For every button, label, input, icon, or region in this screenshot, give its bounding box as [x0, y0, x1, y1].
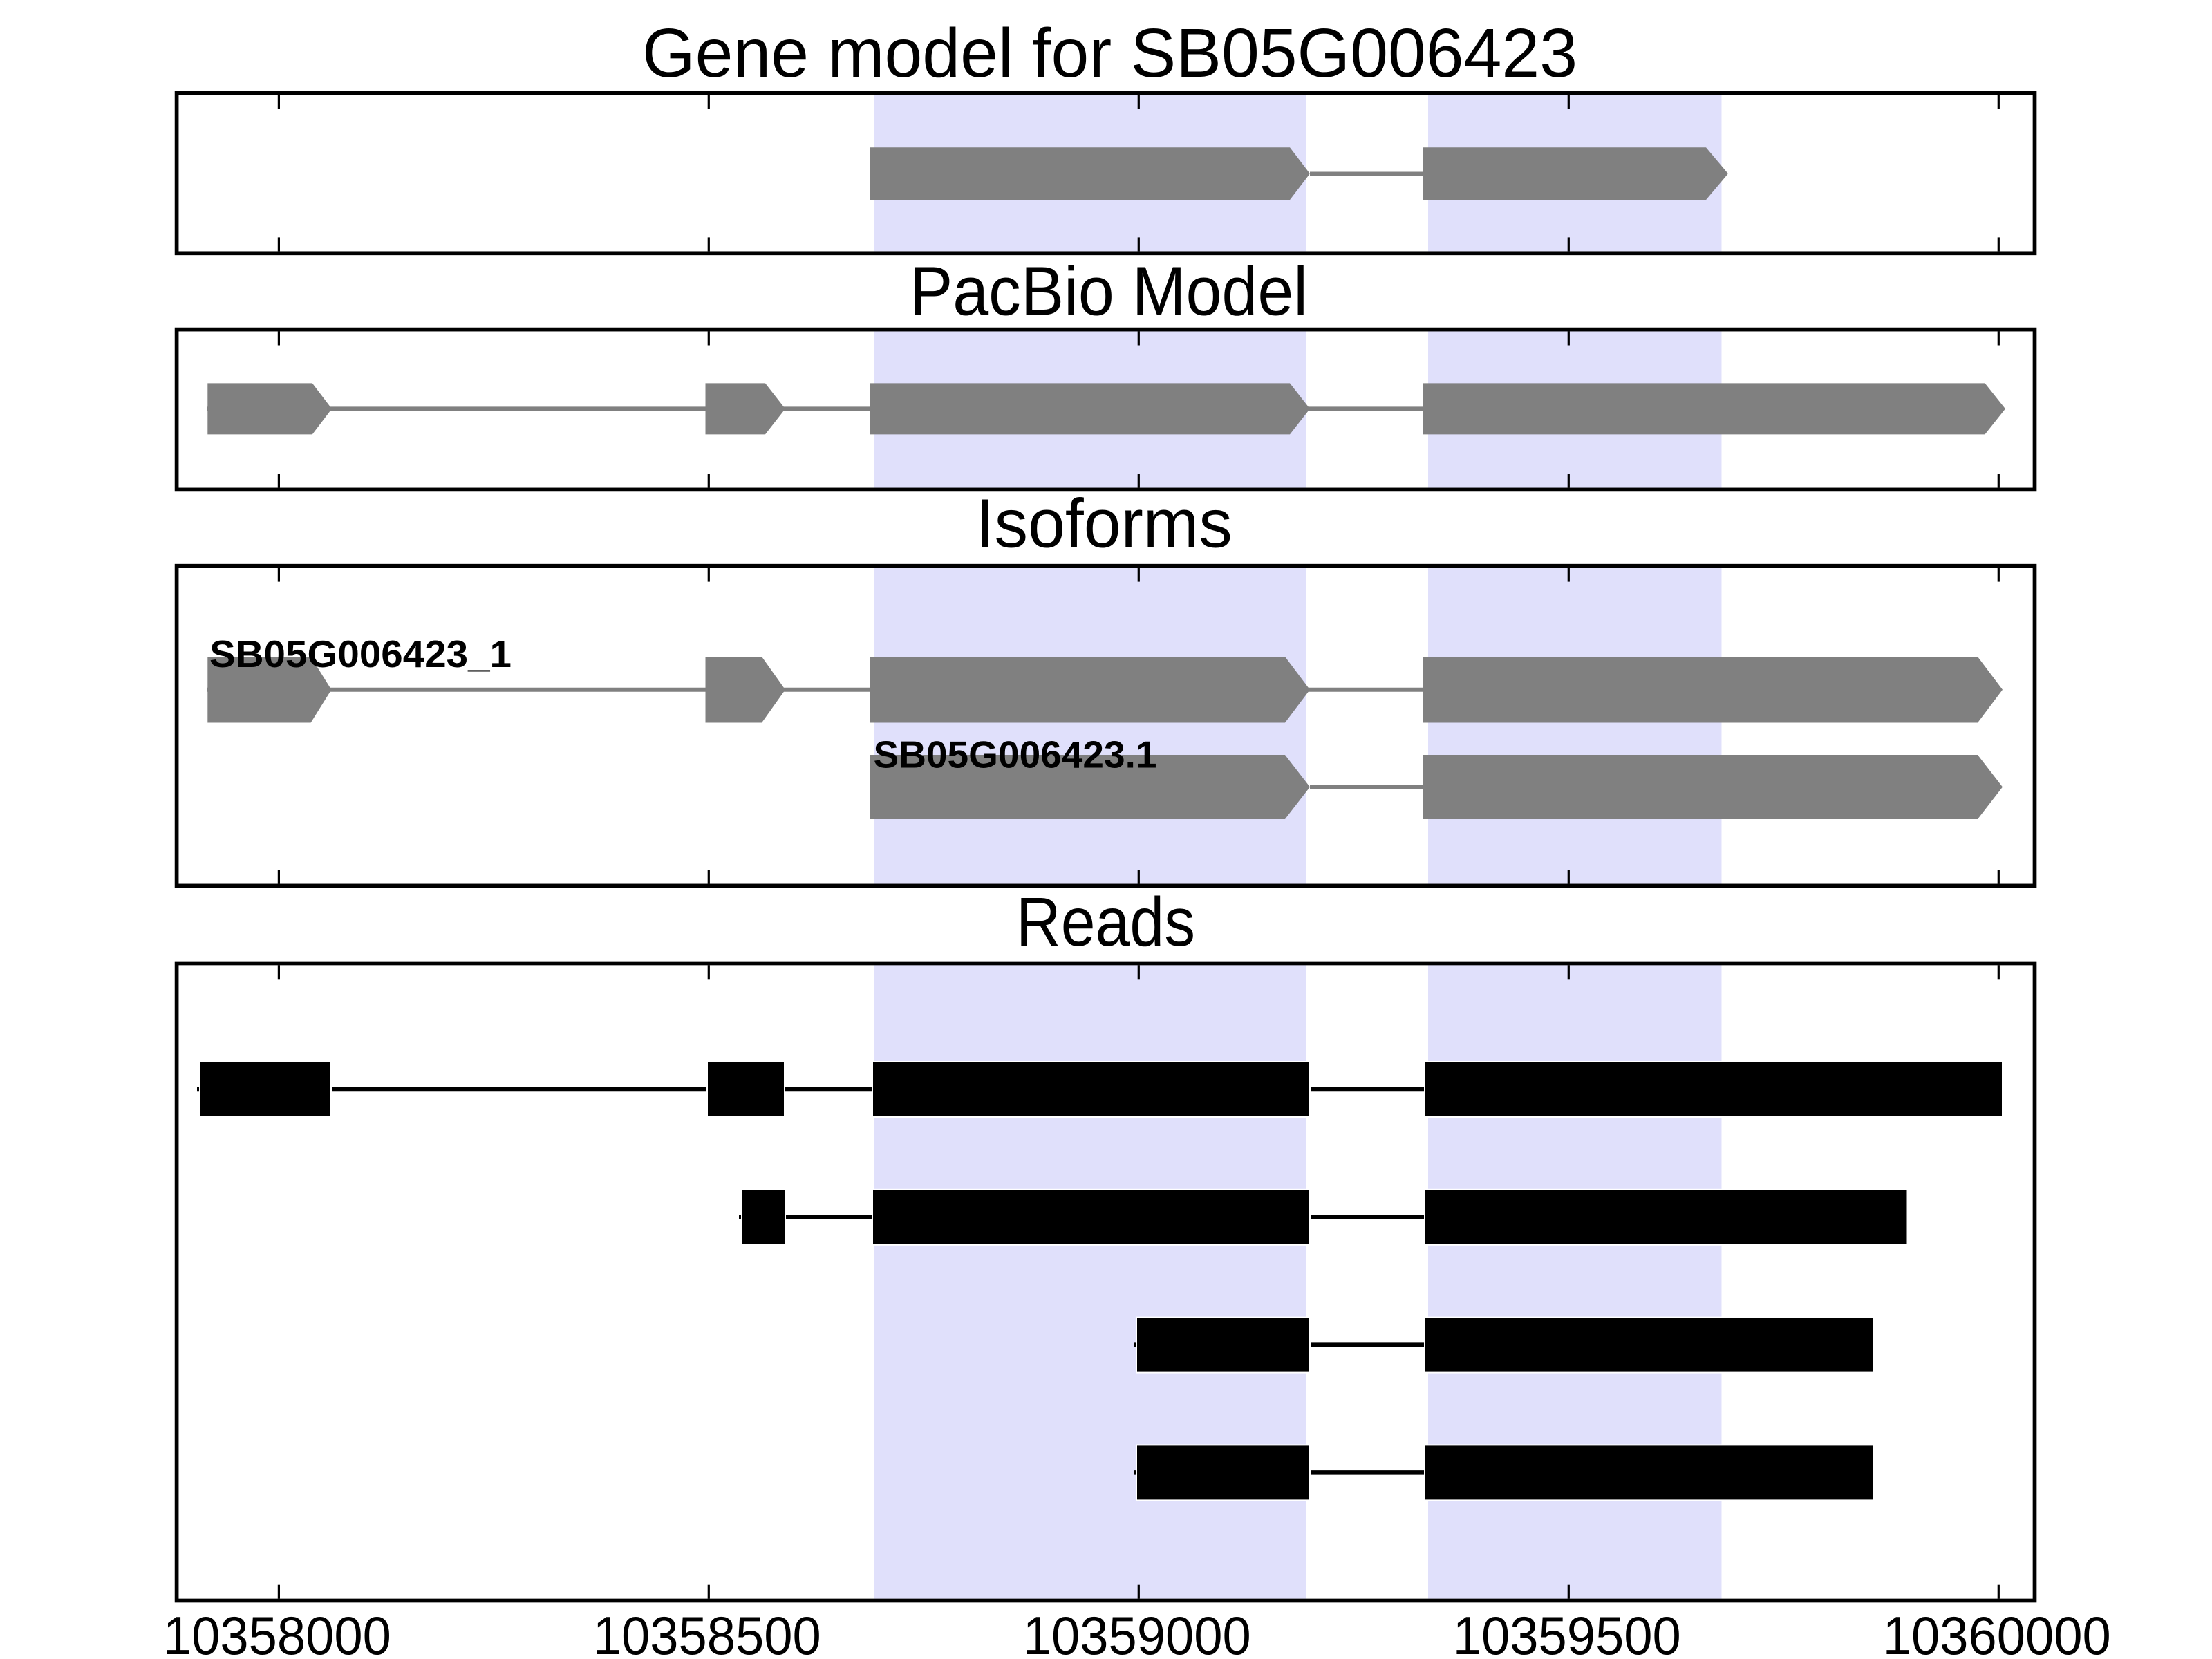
- svg-text:10359500: 10359500: [1453, 1605, 1681, 1659]
- svg-text:Gene model for SB05G006423: Gene model for SB05G006423: [642, 15, 1577, 92]
- svg-text:Isoforms: Isoforms: [976, 485, 1232, 563]
- svg-text:SB05G006423.1: SB05G006423.1: [874, 733, 1157, 776]
- svg-text:PacBio Model: PacBio Model: [910, 253, 1308, 330]
- svg-text:10360000: 10360000: [1883, 1605, 2111, 1659]
- svg-text:Reads: Reads: [1016, 883, 1195, 961]
- svg-text:10358500: 10358500: [593, 1605, 821, 1659]
- svg-text:10359000: 10359000: [1023, 1605, 1251, 1659]
- svg-text:10358000: 10358000: [163, 1605, 391, 1659]
- svg-text:SB05G006423_1: SB05G006423_1: [209, 632, 512, 675]
